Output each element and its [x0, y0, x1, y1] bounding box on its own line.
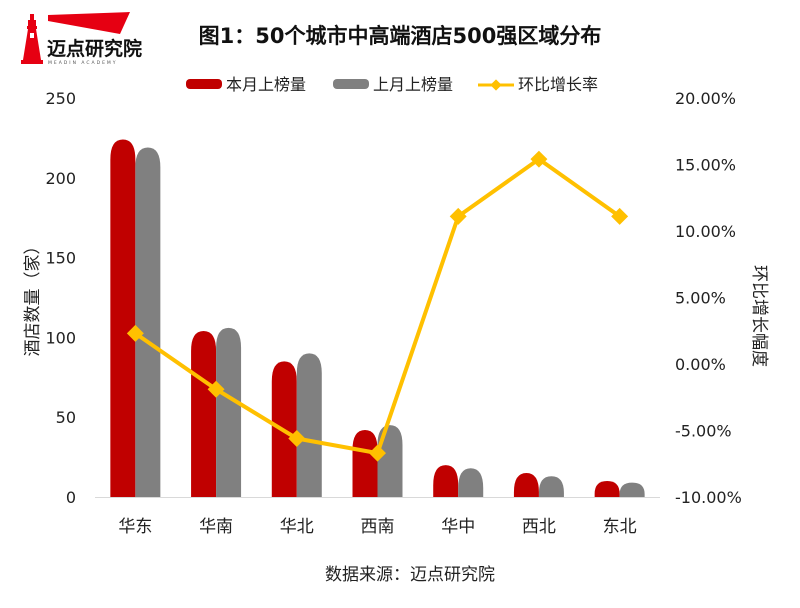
y-tick-label: 250 — [45, 89, 76, 108]
bars — [110, 139, 645, 497]
bar-this-month[interactable] — [191, 331, 217, 497]
growth-rate-point[interactable] — [530, 150, 548, 168]
growth-rate-point[interactable] — [126, 324, 144, 342]
legend-item-last-month[interactable]: 上月上榜量 — [333, 75, 453, 94]
x-category-label: 西南 — [361, 517, 395, 537]
logo-banner-shape — [48, 12, 130, 34]
bar-last-month[interactable] — [458, 468, 484, 497]
y2-tick-label: 5.00% — [675, 289, 726, 308]
y-tick-label: 0 — [66, 488, 76, 507]
bar-this-month[interactable] — [594, 481, 620, 497]
bar-last-month[interactable] — [538, 476, 564, 497]
legend-marker-growth-rate — [490, 79, 502, 91]
y-axis-right: -10.00% -5.00% 0.00% 5.00% 10.00% 15.00% 20.00… — [675, 89, 742, 507]
legend-label-last-month: 上月上榜量 — [373, 75, 453, 94]
bar-this-month[interactable] — [433, 465, 459, 497]
bar-last-month[interactable] — [135, 147, 161, 497]
y2-tick-label: -5.00% — [675, 422, 732, 441]
x-category-label: 华南 — [199, 517, 233, 537]
legend: 本月上榜量 上月上榜量 环比增长率 — [186, 75, 598, 94]
x-category-label: 华北 — [280, 517, 314, 537]
x-category-label: 西北 — [522, 517, 556, 537]
legend-swatch-this-month — [186, 79, 222, 89]
growth-rate-point[interactable] — [369, 444, 386, 462]
bar-this-month[interactable] — [513, 473, 539, 497]
bar-last-month[interactable] — [296, 353, 322, 497]
bar-last-month[interactable] — [216, 327, 242, 497]
y-tick-label: 100 — [45, 328, 76, 347]
y-tick-label: 50 — [56, 408, 76, 427]
legend-label-growth-rate: 环比增长率 — [518, 75, 598, 94]
growth-rate-line — [126, 150, 629, 462]
bar-last-month[interactable] — [377, 425, 403, 497]
y-axis-right-title: 环比增长幅度 — [749, 265, 769, 367]
growth-rate-point[interactable] — [288, 429, 306, 447]
lighthouse-icon — [21, 14, 43, 64]
y-tick-label: 200 — [45, 169, 76, 188]
logo: 迈点研究院 MEADIN ACADEMY — [21, 12, 142, 66]
x-axis-categories: 华东 华南 华北 西南 华中 西北 东北 — [118, 517, 636, 537]
y-axis-left-title: 酒店数量（家） — [23, 238, 43, 357]
x-category-label: 华东 — [118, 517, 152, 537]
y2-tick-label: 0.00% — [675, 355, 726, 374]
growth-rate-point[interactable] — [611, 207, 629, 225]
legend-label-this-month: 本月上榜量 — [226, 75, 306, 94]
y2-tick-label: 15.00% — [675, 156, 736, 175]
x-category-label: 东北 — [603, 517, 637, 537]
bar-this-month[interactable] — [110, 139, 136, 497]
bar-last-month[interactable] — [619, 482, 645, 497]
y2-tick-label: 10.00% — [675, 222, 736, 241]
growth-rate-point[interactable] — [207, 380, 225, 398]
y-axis-left: 0 50 100 150 200 250 — [45, 89, 76, 507]
growth-rate-point[interactable] — [449, 207, 467, 225]
logo-text: 迈点研究院 — [47, 37, 142, 60]
x-category-label: 华中 — [441, 517, 475, 537]
legend-item-this-month[interactable]: 本月上榜量 — [186, 75, 306, 94]
data-source: 数据来源：迈点研究院 — [325, 565, 495, 585]
bar-this-month[interactable] — [352, 429, 378, 497]
logo-subtext: MEADIN ACADEMY — [48, 60, 118, 66]
legend-swatch-last-month — [333, 79, 369, 89]
legend-item-growth-rate[interactable]: 环比增长率 — [478, 75, 598, 94]
y2-tick-label: 20.00% — [675, 89, 736, 108]
y-tick-label: 150 — [45, 249, 76, 268]
chart-title: 图1：50个城市中高端酒店500强区域分布 — [199, 24, 602, 48]
y2-tick-label: -10.00% — [675, 488, 742, 507]
